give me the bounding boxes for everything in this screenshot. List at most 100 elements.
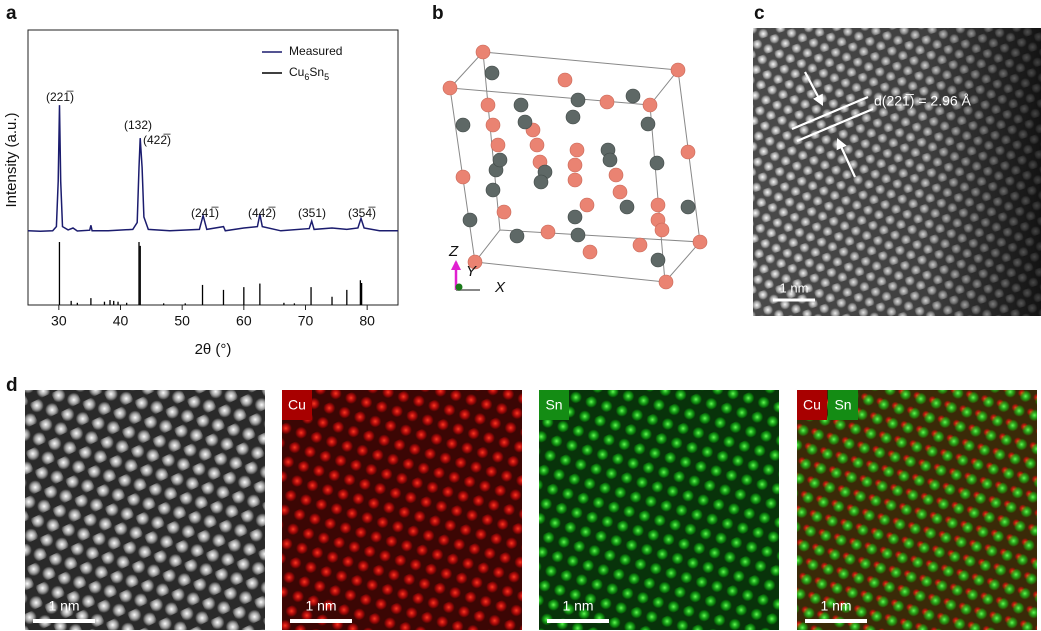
cu-atom — [567, 172, 583, 188]
peak-label: (221̅) — [46, 90, 74, 104]
measured-line — [27, 105, 398, 233]
x-tick-label: 60 — [236, 313, 252, 329]
scale-bar-label: 1 nm — [305, 598, 336, 614]
cu-atom — [569, 142, 585, 158]
cu-atom — [579, 197, 595, 213]
sn-atom — [602, 152, 618, 168]
sn-atom — [492, 152, 508, 168]
x-tick-label: 50 — [174, 313, 190, 329]
sn-atom — [517, 114, 533, 130]
scale-bar-label: 1 nm — [820, 598, 851, 614]
cu-atom — [608, 167, 624, 183]
xrd-chart: 30 40 50 60 70 80 Measured Cu6Sn5 (221̅) (132)(42… — [27, 44, 398, 329]
sn-atom — [533, 174, 549, 190]
element-label: Sn — [834, 397, 851, 413]
sn-atom — [570, 92, 586, 108]
sn-atom — [649, 155, 665, 171]
x-tick-label: 40 — [113, 313, 129, 329]
peak-label: (241̅) — [191, 206, 219, 220]
y-axis-title: Intensity (a.u.) — [3, 112, 20, 207]
cu-atom — [567, 157, 583, 173]
cu-atom — [599, 94, 615, 110]
sn-atom — [455, 117, 471, 133]
elemental-maps: 1 nm Cu 1 nm Sn 1 nm Cu Sn 1 nm — [25, 390, 1037, 630]
map-layer — [797, 390, 1037, 630]
x-axis-title: 2θ (°) — [195, 341, 232, 358]
element-tag — [797, 390, 827, 420]
sn-atom — [640, 116, 656, 132]
hrtem-image: d(221̅) = 2.96 Å 1 nm — [753, 28, 1041, 316]
cu-atom — [642, 97, 658, 113]
cu-atom — [632, 237, 648, 253]
legend-label: Cu6Sn5 — [289, 65, 329, 82]
sn-atom — [625, 88, 641, 104]
crystal-structure: ZYX — [442, 44, 708, 296]
axis-label: Y — [466, 263, 477, 280]
d-spacing-label: d(221̅) = 2.96 Å — [874, 93, 972, 109]
map-layer — [539, 390, 779, 630]
element-label: Sn — [545, 397, 562, 413]
scale-bar-label: 1 nm — [48, 598, 79, 614]
peak-label: (132) — [124, 118, 152, 132]
cu-atom — [582, 244, 598, 260]
sn-atom — [462, 212, 478, 228]
sn-atom — [484, 65, 500, 81]
arrow — [804, 71, 824, 106]
cu-atom — [455, 169, 471, 185]
cu-atom — [475, 44, 491, 60]
cu-atom — [658, 274, 674, 290]
sn-atom — [513, 97, 529, 113]
cu-atom — [612, 184, 628, 200]
x-tick-label: 30 — [51, 313, 67, 329]
peak-label: (442̅) — [248, 206, 276, 220]
axis-label: X — [494, 279, 506, 296]
plane-line — [791, 95, 869, 131]
peak-label: (422̅) — [143, 133, 171, 147]
sn-atom — [570, 227, 586, 243]
scale-bar-label: 1 nm — [562, 598, 593, 614]
panel-label: c — [754, 3, 765, 24]
x-tick-label: 80 — [359, 313, 375, 329]
cu-atom — [490, 137, 506, 153]
plane-line — [796, 107, 874, 143]
cu-atom — [650, 197, 666, 213]
panel-label: a — [6, 3, 17, 24]
element-tag — [539, 390, 569, 420]
cu-atom — [485, 117, 501, 133]
legend-label: Measured — [289, 44, 342, 58]
cu-atom — [654, 222, 670, 238]
cu-atom — [540, 224, 556, 240]
sn-atom — [485, 182, 501, 198]
cu-atom — [496, 204, 512, 220]
sn-atom — [680, 199, 696, 215]
scale-bar-label: 1 nm — [780, 280, 809, 295]
element-tag — [282, 390, 312, 420]
sn-atom — [509, 228, 525, 244]
element-label: Cu — [803, 397, 821, 413]
peak-label: (351) — [298, 206, 326, 220]
sn-atom — [619, 199, 635, 215]
panel-label: b — [432, 3, 444, 24]
plot-frame — [27, 29, 399, 306]
sn-atom — [567, 209, 583, 225]
cu-atom — [680, 144, 696, 160]
element-tag — [828, 390, 858, 420]
cu-atom — [480, 97, 496, 113]
cu-atom — [692, 234, 708, 250]
map-layer — [282, 390, 522, 630]
sn-atom — [565, 109, 581, 125]
axis-origin — [455, 283, 463, 291]
image-shade — [753, 28, 1041, 316]
arrow — [836, 138, 856, 178]
cu-atom — [529, 137, 545, 153]
sn-atom — [650, 252, 666, 268]
element-label: Cu — [288, 397, 306, 413]
x-tick-label: 70 — [298, 313, 314, 329]
map-layer — [25, 390, 265, 630]
cu-atom — [467, 254, 483, 270]
cu-atom — [442, 80, 458, 96]
panel-label: d — [6, 375, 18, 396]
peak-label: (354̅) — [348, 206, 376, 220]
axis-label: Z — [448, 243, 459, 260]
